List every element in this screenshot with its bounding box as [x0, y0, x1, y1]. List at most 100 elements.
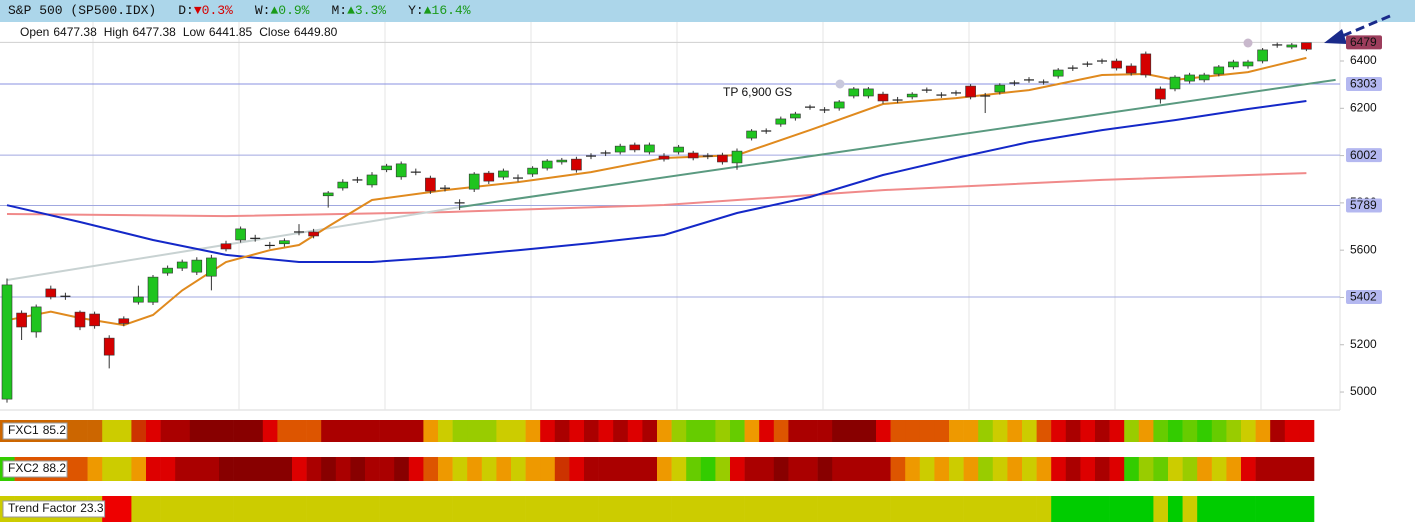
- heat-cell: [817, 420, 833, 442]
- heat-cell: [846, 457, 862, 481]
- info-value: 6477.38: [132, 25, 176, 39]
- candle-body: [191, 259, 203, 273]
- heat-cell: [992, 420, 1008, 442]
- heat-cell: [1241, 457, 1256, 481]
- candle-body: [1155, 88, 1166, 100]
- heat-cell: [905, 457, 921, 481]
- candle-body: [994, 84, 1006, 93]
- heat-cell: [160, 496, 176, 522]
- heat-cell: [102, 496, 118, 522]
- level-box: [1346, 76, 1382, 91]
- heat-cell: [277, 496, 293, 522]
- heat-cell: [657, 457, 672, 481]
- heat-cell: [540, 457, 556, 481]
- heat-cell: [569, 496, 585, 522]
- heat-cell: [1007, 457, 1023, 481]
- heat-cell: [511, 420, 526, 442]
- heat-cell: [700, 420, 716, 442]
- heat-cell: [1211, 420, 1227, 442]
- info-value: 6441.85: [209, 25, 253, 39]
- candle-body: [337, 181, 349, 189]
- strip-label: Trend Factor 23.3: [8, 501, 104, 515]
- indicator-line: [459, 78, 1336, 209]
- heat-cell: [1197, 457, 1213, 481]
- candle-body: [1213, 66, 1225, 75]
- heat-cell: [146, 496, 161, 522]
- heat-cell: [876, 457, 891, 481]
- heat-cell: [511, 496, 526, 522]
- heat-cell: [744, 457, 760, 481]
- strip-label: FXC2 88.2: [8, 461, 66, 475]
- marker: [1243, 38, 1253, 48]
- heat-cell: [379, 457, 395, 481]
- heat-cell: [1080, 457, 1096, 481]
- heat-cell: [598, 457, 614, 481]
- heat-cell: [584, 457, 599, 481]
- heat-cell: [1284, 457, 1300, 481]
- heat-cell: [204, 457, 220, 481]
- heat-cell: [1124, 420, 1140, 442]
- heat-cell: [1182, 496, 1198, 522]
- heat-cell: [379, 496, 395, 522]
- heat-cell: [423, 457, 439, 481]
- heat-cell: [934, 457, 950, 481]
- strip-label-box: [2, 500, 106, 518]
- heat-cell: [350, 496, 366, 522]
- heat-cell: [1299, 496, 1315, 522]
- heat-cell: [1109, 457, 1125, 481]
- candle-body: [614, 145, 626, 153]
- heat-cell: [773, 496, 789, 522]
- heat-cell: [1051, 457, 1067, 481]
- level-box: [1346, 35, 1382, 50]
- heat-cell: [306, 496, 322, 522]
- heat-cell: [1124, 457, 1140, 481]
- candle-body: [746, 130, 757, 139]
- heat-cell: [248, 457, 264, 481]
- heat-cell: [233, 496, 249, 522]
- heat-cell: [861, 420, 877, 442]
- heat-cell: [87, 457, 103, 481]
- heat-cell: [277, 420, 293, 442]
- change-label: M:: [331, 3, 347, 18]
- annotation: TP 6,900 GS: [723, 85, 792, 99]
- y-tick-label: 6200: [1350, 100, 1377, 114]
- heat-cell: [262, 420, 278, 442]
- heat-cell: [292, 496, 307, 522]
- candle-body: [176, 261, 188, 269]
- level-label: 5402: [1350, 290, 1377, 304]
- heat-cell: [365, 496, 380, 522]
- heat-cell: [642, 457, 658, 481]
- heat-cell: [890, 496, 906, 522]
- heat-cell: [1051, 496, 1067, 522]
- candle-body: [1257, 49, 1268, 62]
- heat-cell: [1211, 496, 1227, 522]
- heat-cell: [978, 420, 994, 442]
- y-tick-label: 5600: [1350, 242, 1377, 256]
- heat-cell: [759, 457, 775, 481]
- heat-cell: [73, 420, 88, 442]
- heat-cell: [146, 420, 161, 442]
- heat-cell: [876, 420, 891, 442]
- candle-body: [1140, 53, 1152, 76]
- heat-cell: [350, 420, 366, 442]
- heat-cell: [1153, 420, 1169, 442]
- heat-cell: [554, 496, 570, 522]
- info-label: High: [104, 25, 129, 39]
- ohlc-info: Open 6477.38 High 6477.38 Low 6441.85 Close 644…: [20, 25, 338, 39]
- heat-cell: [1284, 420, 1300, 442]
- heat-cell: [788, 496, 804, 522]
- strip-label-box: [2, 460, 68, 478]
- heat-cell: [1255, 457, 1271, 481]
- heat-cell: [1138, 457, 1154, 481]
- heat-cell: [905, 420, 921, 442]
- heat-cell: [890, 457, 906, 481]
- level-box: [1346, 289, 1382, 304]
- heat-cell: [540, 420, 556, 442]
- heat-cell: [408, 496, 424, 522]
- heat-cell: [321, 457, 337, 481]
- heat-cell: [627, 457, 643, 481]
- heat-cell: [773, 457, 789, 481]
- heat-cell: [292, 420, 307, 442]
- heat-cell: [511, 457, 526, 481]
